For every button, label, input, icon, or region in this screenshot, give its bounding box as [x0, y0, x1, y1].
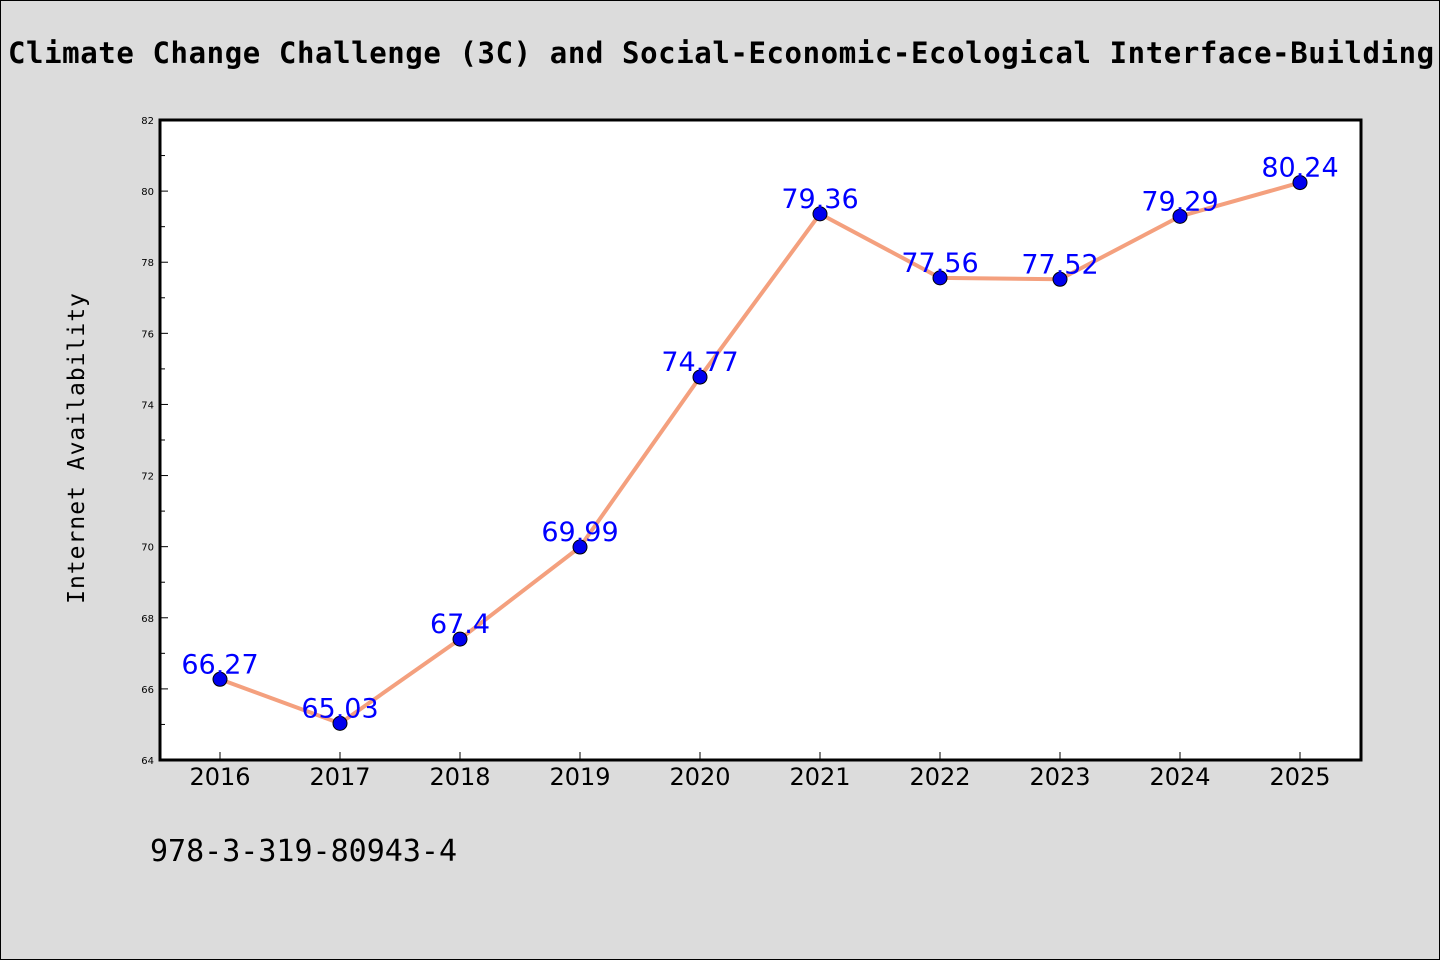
y-tick-label: 66 [141, 685, 154, 696]
data-point [452, 631, 468, 647]
data-label: 80.24 [1261, 153, 1338, 184]
x-tick-label: 2019 [549, 763, 610, 791]
y-axis-label: Internet Availability [64, 292, 90, 604]
data-label: 77.56 [901, 248, 978, 279]
y-tick-label: 64 [141, 756, 154, 767]
data-point [1052, 271, 1068, 287]
y-tick-label: 74 [141, 400, 154, 411]
data-point [932, 270, 948, 286]
x-tick-label: 2020 [669, 763, 730, 791]
data-labels: 66.27 65.03 67.4 69.99 74.77 79.36 77.56 77.52 7… [181, 153, 1338, 725]
y-tick-label: 68 [141, 614, 154, 625]
y-tick-label: 78 [141, 258, 154, 269]
data-point [812, 206, 828, 222]
y-tick-label: 70 [141, 543, 154, 554]
data-label: 69.99 [541, 517, 618, 548]
data-point [1292, 175, 1308, 191]
y-tick-label: 82 [141, 116, 154, 127]
data-label: 79.29 [1141, 186, 1218, 217]
x-tick-label: 2022 [909, 763, 970, 791]
x-tick-label: 2017 [309, 763, 370, 791]
data-label: 66.27 [181, 649, 258, 680]
data-point [572, 539, 588, 555]
data-label: 67.4 [430, 609, 490, 640]
data-label: 79.36 [781, 184, 858, 215]
y-tick-label: 72 [141, 472, 154, 483]
series-internet-availability [212, 175, 1308, 731]
y-tick-label: 80 [141, 187, 154, 198]
series-line [218, 180, 1302, 726]
x-tick-label: 2021 [789, 763, 850, 791]
x-tick-label: 2016 [189, 763, 250, 791]
data-label: 74.77 [661, 347, 738, 378]
data-point [212, 671, 228, 687]
data-point [1172, 208, 1188, 224]
x-tick-label: 2018 [429, 763, 490, 791]
y-axis: 64 66 68 70 72 74 76 78 80 82 [141, 116, 168, 767]
data-point [692, 369, 708, 385]
data-label: 65.03 [301, 693, 378, 724]
y-tick-label: 76 [141, 329, 154, 340]
x-tick-label: 2023 [1029, 763, 1090, 791]
x-axis: 2016 2017 2018 2019 2020 2021 2022 2023 2024 2025 [189, 752, 1331, 791]
data-label: 77.52 [1021, 249, 1098, 280]
data-point [332, 715, 348, 731]
x-tick-label: 2024 [1149, 763, 1210, 791]
isbn-label: 978-3-319-80943-4 [150, 834, 458, 869]
x-tick-label: 2025 [1269, 763, 1330, 791]
chart-title: Climate Change Challenge (3C) and Social… [8, 36, 1435, 70]
